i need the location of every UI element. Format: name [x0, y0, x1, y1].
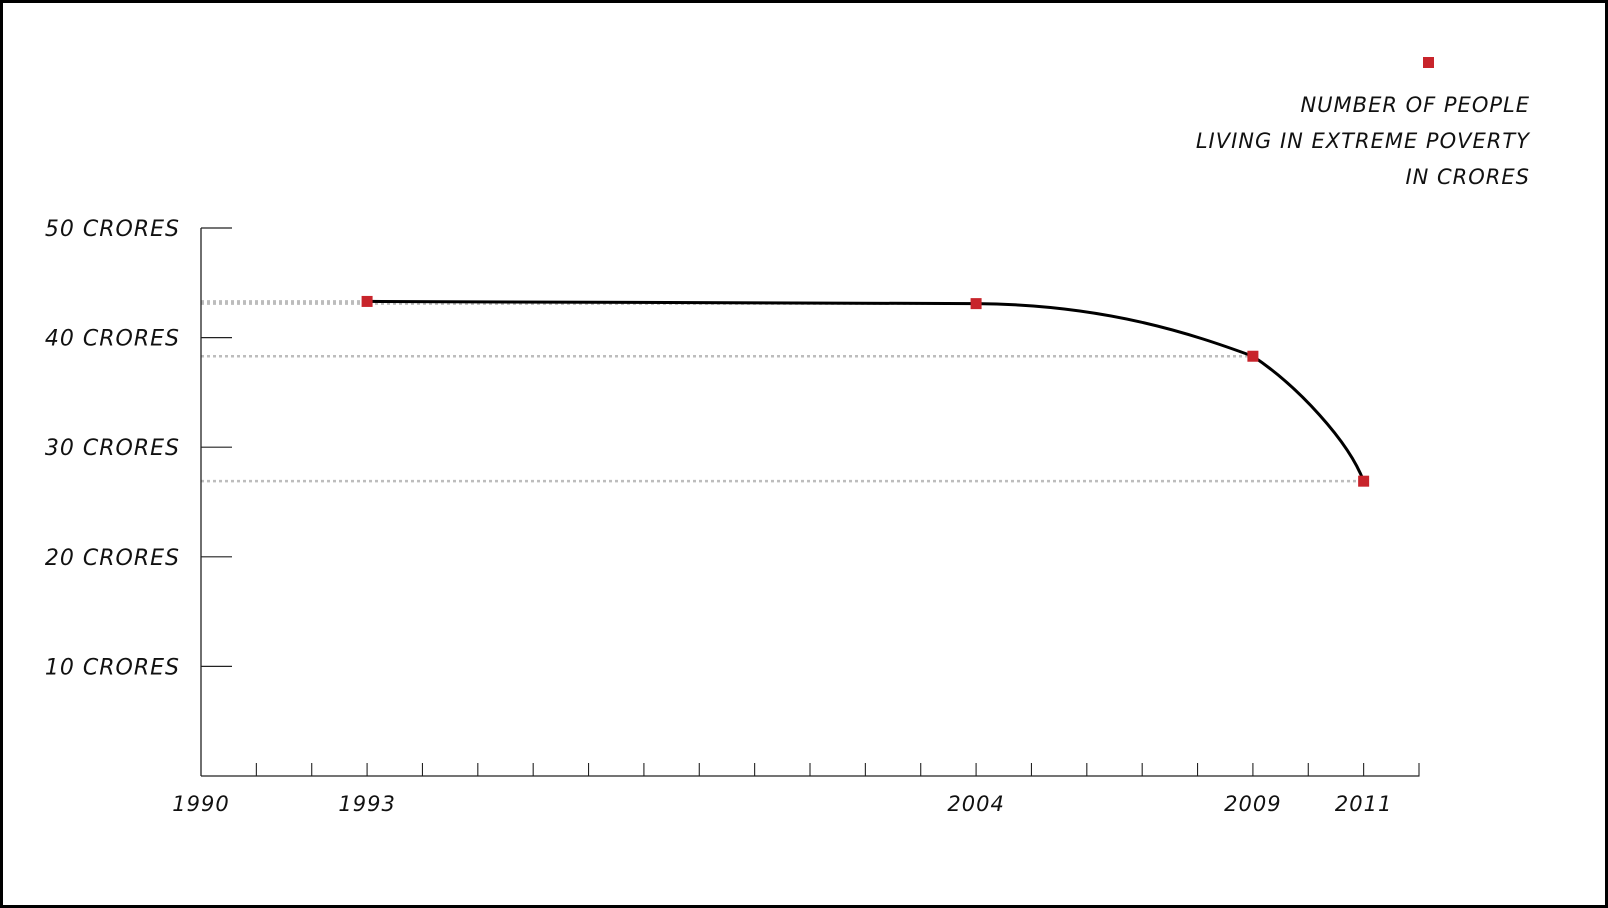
series-path — [365, 299, 1366, 483]
dotted-guides — [201, 300, 1364, 483]
x-tick-label: 2011 — [1335, 792, 1392, 816]
legend-label-line: LIVING IN EXTREME POVERTY — [1196, 129, 1531, 153]
data-point-2011 — [1358, 475, 1370, 487]
y-tick-label: 40 CRORES — [45, 327, 180, 352]
y-tick-label: 20 CRORES — [45, 546, 180, 571]
data-point-2004 — [970, 298, 982, 310]
y-tick-label: 50 CRORES — [45, 217, 180, 242]
x-axis-ticks: 1990 1993 2004 2009 2011 — [172, 763, 1420, 816]
axes — [200, 228, 1420, 777]
legend-label-line: IN CRORES — [1405, 165, 1530, 189]
legend: NUMBER OF PEOPLE LIVING IN EXTREME POVERT… — [1196, 57, 1531, 189]
x-tick-label: 1990 — [172, 792, 229, 816]
series-line — [365, 299, 1366, 483]
y-tick-label: 30 CRORES — [45, 436, 180, 461]
data-point-2009 — [1247, 350, 1259, 362]
legend-label-line: NUMBER OF PEOPLE — [1300, 93, 1530, 117]
y-axis-ticks: 10 CRORES 20 CRORES 30 CRORES 40 CRORES 50 C… — [45, 217, 232, 680]
legend-marker — [1423, 57, 1434, 68]
y-tick-label: 10 CRORES — [45, 655, 180, 680]
data-points — [361, 295, 1370, 487]
x-tick-label: 2009 — [1224, 792, 1281, 816]
x-tick-label: 1993 — [338, 792, 395, 816]
x-tick-label: 2004 — [947, 792, 1004, 816]
data-point-1993 — [361, 295, 373, 307]
